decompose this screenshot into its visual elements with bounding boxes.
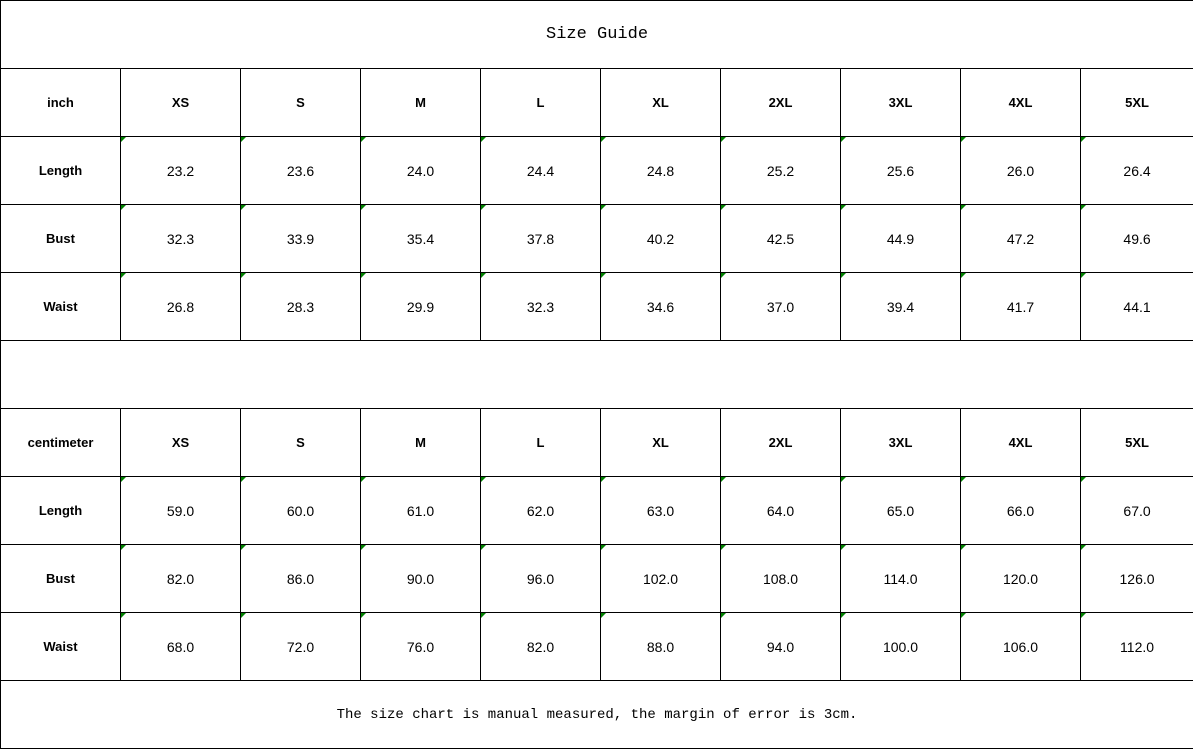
table-row: Bust 32.3 33.9 35.4 37.8 40.2 42.5 44.9 47.2 49.6 [0, 204, 1193, 273]
spacer-row [0, 340, 1193, 409]
measure-value: 33.9 [240, 204, 361, 273]
measure-value: 26.8 [120, 272, 241, 341]
size-header: 3XL [840, 68, 961, 137]
measure-value: 114.0 [840, 544, 961, 613]
measure-label: Length [0, 136, 121, 205]
measure-value: 39.4 [840, 272, 961, 341]
measure-value: 41.7 [960, 272, 1081, 341]
measure-value: 66.0 [960, 476, 1081, 545]
measure-value: 62.0 [480, 476, 601, 545]
measure-value: 88.0 [600, 612, 721, 681]
size-header: 5XL [1079, 68, 1193, 137]
measure-value: 106.0 [960, 612, 1081, 681]
measure-value: 61.0 [360, 476, 481, 545]
size-header: 5XL [1079, 408, 1193, 477]
size-header: M [360, 68, 481, 137]
measure-value: 37.0 [720, 272, 841, 341]
measure-value: 32.3 [480, 272, 601, 341]
measure-value: 86.0 [240, 544, 361, 613]
measure-value: 25.6 [840, 136, 961, 205]
size-header: XL [600, 68, 721, 137]
measure-label: Waist [0, 612, 121, 681]
measure-value: 42.5 [720, 204, 841, 273]
measure-value: 120.0 [960, 544, 1081, 613]
measure-value: 72.0 [240, 612, 361, 681]
note-row: The size chart is manual measured, the m… [0, 680, 1193, 749]
measure-label: Bust [0, 204, 121, 273]
size-header: 3XL [840, 408, 961, 477]
size-header: XL [600, 408, 721, 477]
measure-value: 23.2 [120, 136, 241, 205]
size-header: 4XL [960, 408, 1081, 477]
spacer-cell [0, 340, 1193, 409]
measure-value: 35.4 [360, 204, 481, 273]
measure-value: 67.0 [1079, 476, 1193, 545]
size-header: XS [120, 68, 241, 137]
size-header: S [240, 68, 361, 137]
measure-value: 94.0 [720, 612, 841, 681]
measure-value: 64.0 [720, 476, 841, 545]
measure-value: 24.8 [600, 136, 721, 205]
measure-value: 32.3 [120, 204, 241, 273]
measure-value: 26.0 [960, 136, 1081, 205]
measure-value: 68.0 [120, 612, 241, 681]
measure-value: 23.6 [240, 136, 361, 205]
measure-value: 82.0 [120, 544, 241, 613]
measure-value: 59.0 [120, 476, 241, 545]
measure-value: 37.8 [480, 204, 601, 273]
measure-value: 65.0 [840, 476, 961, 545]
measure-value: 90.0 [360, 544, 481, 613]
table-title: Size Guide [0, 0, 1193, 69]
table-row: Waist 68.0 72.0 76.0 82.0 88.0 94.0 100.0 106.0 1… [0, 612, 1193, 681]
measure-value: 102.0 [600, 544, 721, 613]
measure-label: Length [0, 476, 121, 545]
unit-label: inch [0, 68, 121, 137]
unit-label: centimeter [0, 408, 121, 477]
header-row: centimeter XS S M L XL 2XL 3XL 4XL 5XL [0, 408, 1193, 477]
size-header: 2XL [720, 68, 841, 137]
title-row: Size Guide [0, 0, 1193, 69]
measure-label: Waist [0, 272, 121, 341]
measure-value: 49.6 [1079, 204, 1193, 273]
size-header: 4XL [960, 68, 1081, 137]
measure-value: 25.2 [720, 136, 841, 205]
measure-value: 108.0 [720, 544, 841, 613]
size-header: L [480, 68, 601, 137]
size-header: 2XL [720, 408, 841, 477]
measure-value: 96.0 [480, 544, 601, 613]
table-row: Length 23.2 23.6 24.0 24.4 24.8 25.2 25.6 26.0 26… [0, 136, 1193, 205]
measure-value: 40.2 [600, 204, 721, 273]
table-row: Length 59.0 60.0 61.0 62.0 63.0 64.0 65.0 66.0 67… [0, 476, 1193, 545]
table-row: Bust 82.0 86.0 90.0 96.0 102.0 108.0 114.0 120.0… [0, 544, 1193, 613]
measure-value: 24.0 [360, 136, 481, 205]
measure-value: 28.3 [240, 272, 361, 341]
measure-value: 100.0 [840, 612, 961, 681]
measure-value: 34.6 [600, 272, 721, 341]
header-row: inch XS S M L XL 2XL 3XL 4XL 5XL [0, 68, 1193, 137]
measure-label: Bust [0, 544, 121, 613]
footnote: The size chart is manual measured, the m… [0, 680, 1193, 749]
measure-value: 82.0 [480, 612, 601, 681]
measure-value: 26.4 [1079, 136, 1193, 205]
measure-value: 112.0 [1079, 612, 1193, 681]
measure-value: 24.4 [480, 136, 601, 205]
table-row: Waist 26.8 28.3 29.9 32.3 34.6 37.0 39.4 41.7 44.… [0, 272, 1193, 341]
measure-value: 44.9 [840, 204, 961, 273]
measure-value: 76.0 [360, 612, 481, 681]
measure-value: 126.0 [1079, 544, 1193, 613]
size-header: M [360, 408, 481, 477]
measure-value: 63.0 [600, 476, 721, 545]
size-header: L [480, 408, 601, 477]
measure-value: 47.2 [960, 204, 1081, 273]
size-header: S [240, 408, 361, 477]
measure-value: 44.1 [1079, 272, 1193, 341]
measure-value: 60.0 [240, 476, 361, 545]
size-header: XS [120, 408, 241, 477]
measure-value: 29.9 [360, 272, 481, 341]
